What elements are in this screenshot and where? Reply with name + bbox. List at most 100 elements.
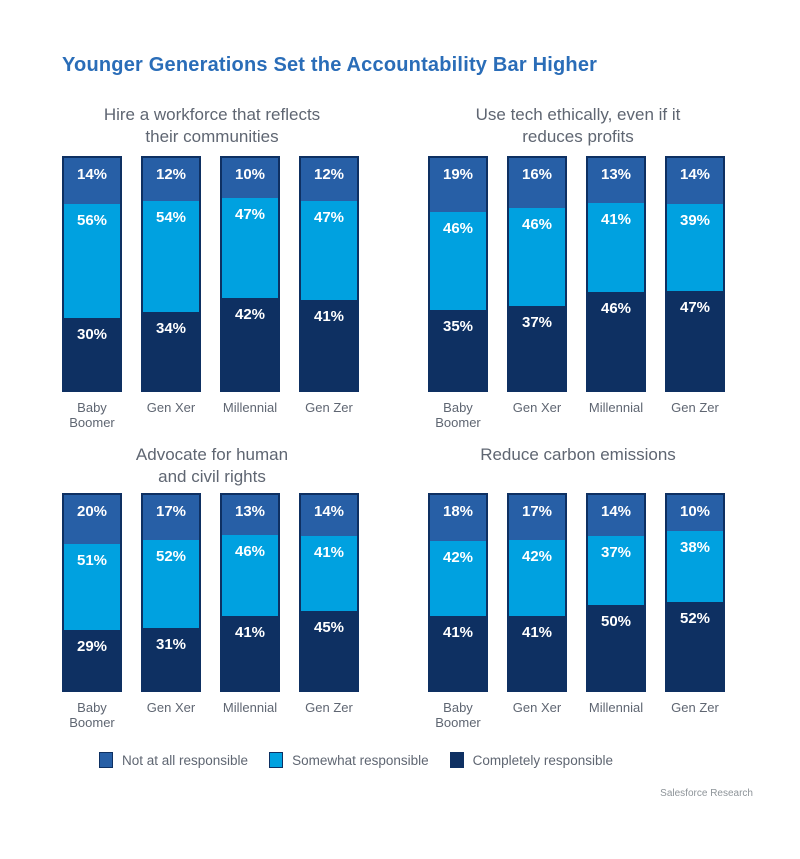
bar-column: 14% 56% 30% Baby Boomer — [62, 156, 122, 430]
value-label: 37% — [600, 544, 632, 562]
bar-segment: 41% — [222, 615, 278, 690]
bar-segment: 54% — [143, 201, 199, 312]
chart-title: Advocate for human and civil rights — [135, 445, 289, 486]
value-label: 46% — [442, 220, 474, 238]
bar-segment: 10% — [222, 158, 278, 199]
value-label: 42% — [234, 306, 266, 324]
bar-segment: 42% — [430, 540, 486, 617]
category-label: Millennial — [222, 700, 278, 715]
legend-item: Somewhat responsible — [269, 752, 429, 768]
value-label: 45% — [313, 618, 345, 636]
value-label: 47% — [234, 206, 266, 224]
value-label: 35% — [442, 318, 474, 335]
bar-segment: 41% — [588, 202, 644, 293]
value-label: 29% — [76, 638, 108, 656]
bar-segment: 12% — [143, 158, 199, 202]
category-label: Gen Xer — [512, 400, 562, 415]
category-label: Gen Xer — [146, 400, 196, 415]
bar-column: 19% 46% 35% Baby Boomer — [428, 156, 488, 430]
bar-segment: 38% — [667, 531, 723, 603]
stacked-bar: 10% 38% 52% — [665, 493, 725, 692]
category-label: Millennial — [588, 700, 644, 715]
bar-segment: 41% — [430, 616, 486, 691]
bar-group: 19% 46% 35% Baby Boomer 16% 46% 37% Gen Xer 13% 4… — [428, 156, 725, 430]
bar-segment: 46% — [222, 534, 278, 616]
value-label: 14% — [679, 166, 711, 183]
bar-column: 18% 42% 41% Baby Boomer — [428, 493, 488, 730]
legend-swatch-icon — [449, 752, 464, 768]
bar-column: 10% 47% 42% Millennial — [220, 156, 280, 430]
bar-segment: 16% — [509, 158, 565, 208]
bar-segment: 42% — [509, 539, 565, 616]
bar-segment: 47% — [301, 201, 357, 301]
legend: Not at all responsible Somewhat responsib… — [99, 752, 613, 768]
bar-column: 20% 51% 29% Baby Boomer — [62, 493, 122, 730]
value-label: 54% — [155, 209, 187, 227]
value-label: 34% — [155, 319, 187, 337]
bar-column: 14% 37% 50% Millennial — [586, 493, 646, 730]
bar-column: 17% 52% 31% Gen Xer — [141, 493, 201, 730]
legend-label: Completely responsible — [472, 752, 613, 768]
page-title: Younger Generations Set the Accountabili… — [62, 54, 598, 76]
category-label: Gen Zer — [305, 400, 353, 415]
category-label: Gen Zer — [671, 400, 719, 415]
stacked-bar: 16% 46% 37% — [507, 156, 567, 392]
stacked-bar: 14% 37% 50% — [586, 493, 646, 692]
chart-title: Reduce carbon emissions — [480, 445, 676, 464]
value-label: 46% — [521, 215, 553, 233]
stacked-bar: 12% 47% 41% — [299, 156, 359, 392]
value-label: 17% — [521, 503, 553, 520]
value-label: 30% — [76, 326, 108, 343]
bar-segment: 50% — [588, 605, 644, 690]
category-label: Millennial — [588, 400, 644, 415]
stacked-bar: 17% 52% 31% — [141, 493, 201, 692]
bar-segment: 29% — [64, 630, 120, 690]
bar-segment: 37% — [509, 306, 565, 390]
bar-segment: 47% — [667, 290, 723, 391]
value-label: 14% — [313, 503, 345, 520]
value-label: 13% — [600, 166, 632, 183]
stacked-bar: 20% 51% 29% — [62, 493, 122, 692]
stacked-bar: 10% 47% 42% — [220, 156, 280, 392]
bar-segment: 34% — [143, 311, 199, 391]
bar-segment: 14% — [667, 158, 723, 205]
bar-segment: 19% — [430, 158, 486, 213]
value-label: 41% — [521, 623, 553, 641]
legend-swatch-icon — [269, 752, 284, 768]
value-label: 18% — [442, 503, 474, 520]
value-label: 41% — [313, 308, 345, 326]
value-label: 41% — [442, 624, 474, 642]
value-label: 41% — [600, 210, 632, 228]
value-label: 56% — [76, 212, 108, 230]
value-label: 10% — [679, 503, 711, 520]
value-label: 41% — [313, 544, 345, 562]
bar-column: 16% 46% 37% Gen Xer — [507, 156, 567, 430]
bar-segment: 14% — [301, 495, 357, 537]
legend-label: Not at all responsible — [122, 752, 249, 768]
bar-segment: 52% — [143, 539, 199, 628]
value-label: 42% — [442, 548, 474, 566]
category-label: Baby Boomer — [69, 700, 115, 730]
value-label: 10% — [234, 166, 266, 183]
stacked-bar: 18% 42% 41% — [428, 493, 488, 692]
stacked-bar: 13% 41% 46% — [586, 156, 646, 392]
bar-segment: 51% — [64, 543, 120, 631]
bar-group: 18% 42% 41% Baby Boomer 17% 42% 41% Gen Xer 14% 3… — [428, 493, 725, 730]
bar-column: 17% 42% 41% Gen Xer — [507, 493, 567, 730]
bar-segment: 20% — [64, 495, 120, 544]
stacked-bar: 13% 46% 41% — [220, 493, 280, 692]
bar-segment: 46% — [509, 207, 565, 307]
bar-segment: 12% — [301, 158, 357, 202]
bar-group: 14% 56% 30% Baby Boomer 12% 54% 34% Gen Xer 10% 4… — [62, 156, 359, 430]
bar-group: 20% 51% 29% Baby Boomer 17% 52% 31% Gen Xer 13% 4… — [62, 493, 359, 730]
bar-segment: 46% — [430, 212, 486, 310]
bar-segment: 10% — [667, 495, 723, 532]
bar-segment: 13% — [588, 158, 644, 203]
value-label: 31% — [155, 635, 187, 653]
bar-segment: 42% — [222, 298, 278, 390]
source-credit: Salesforce Research — [660, 788, 753, 799]
legend-item: Completely responsible — [449, 752, 613, 768]
bar-column: 10% 38% 52% Gen Zer — [665, 493, 725, 730]
bar-segment: 13% — [222, 495, 278, 535]
